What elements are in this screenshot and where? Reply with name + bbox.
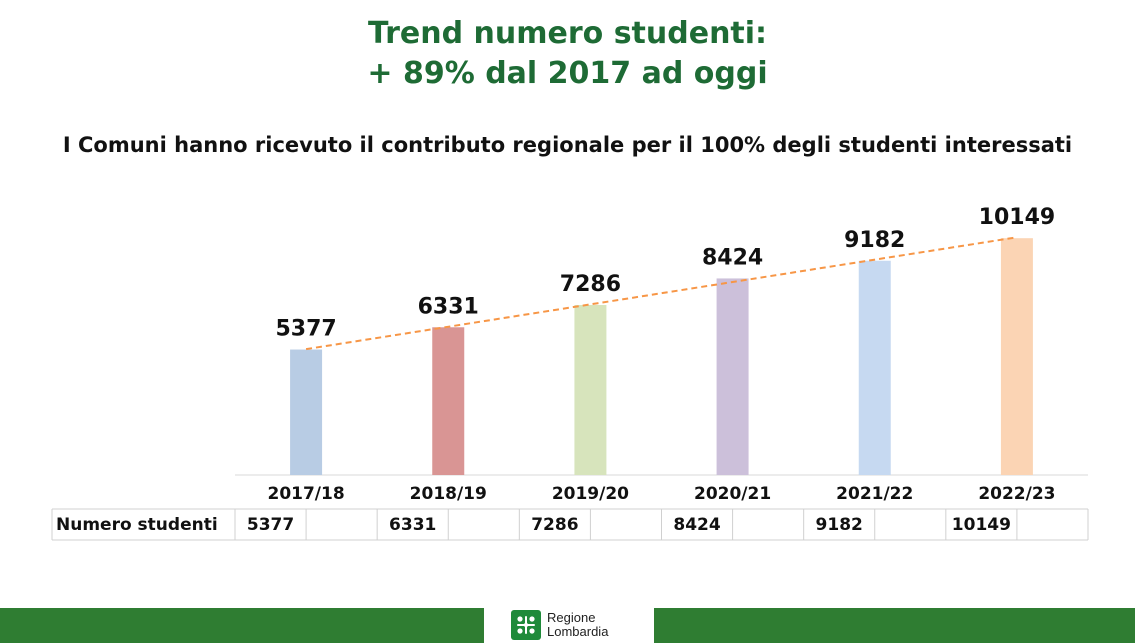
- table-cell-2020/21: 8424: [673, 515, 720, 535]
- table-cell-2017/18: 5377: [247, 515, 294, 535]
- page-subtitle: I Comuni hanno ricevuto il contributo re…: [62, 133, 1073, 157]
- page-title: Trend numero studenti: + 89% dal 2017 ad…: [0, 14, 1135, 94]
- x-tick-label-2022/23: 2022/23: [978, 484, 1055, 504]
- x-tick-label-2021/22: 2021/22: [836, 484, 913, 504]
- trendline: [305, 236, 1018, 351]
- table-cell-2022/23: 10149: [952, 515, 1011, 535]
- logo-line-2: Lombardia: [547, 624, 609, 639]
- bar-2020/21: [716, 278, 749, 475]
- bar-2022/23: [1000, 238, 1033, 475]
- logo-text: Regione Lombardia: [547, 611, 608, 639]
- bar-2017/18: [290, 349, 323, 475]
- table-row-label: Numero studenti: [56, 515, 218, 535]
- data-label-2022/23: 10149: [979, 205, 1056, 230]
- x-tick-label-2020/21: 2020/21: [694, 484, 771, 504]
- title-line-2: + 89% dal 2017 ad oggi: [367, 56, 768, 91]
- logo-line-1: Regione: [547, 610, 596, 625]
- footer-bar-right: [654, 608, 1135, 643]
- table-cell-2018/19: 6331: [389, 515, 436, 535]
- data-label-2017/18: 5377: [275, 317, 336, 342]
- data-label-2021/22: 9182: [844, 228, 905, 253]
- data-label-2019/20: 7286: [560, 272, 621, 297]
- bar-2021/22: [858, 260, 891, 475]
- x-tick-label-2017/18: 2017/18: [267, 484, 344, 504]
- table-cell-2019/20: 7286: [531, 515, 578, 535]
- table-cell-2021/22: 9182: [816, 515, 863, 535]
- data-label-2018/19: 6331: [418, 294, 479, 319]
- title-line-1: Trend numero studenti:: [367, 16, 768, 51]
- x-tick-label-2019/20: 2019/20: [552, 484, 629, 504]
- rosa-camuna-icon: [511, 610, 541, 640]
- x-tick-label-2018/19: 2018/19: [410, 484, 487, 504]
- footer-bar-left: [0, 608, 484, 643]
- bar-2018/19: [432, 327, 465, 475]
- bar-2019/20: [574, 304, 607, 475]
- data-label-2020/21: 8424: [702, 245, 763, 270]
- regione-lombardia-logo: Regione Lombardia: [511, 609, 651, 641]
